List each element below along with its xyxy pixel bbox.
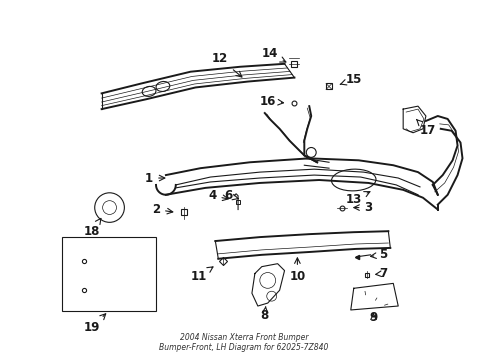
Text: 6: 6 (224, 189, 238, 202)
Text: 16: 16 (259, 95, 283, 108)
Text: 18: 18 (83, 219, 101, 238)
Text: 1: 1 (145, 171, 164, 185)
Text: 15: 15 (339, 73, 361, 86)
Text: 2: 2 (152, 203, 172, 216)
Text: 7: 7 (375, 267, 386, 280)
Text: 8: 8 (260, 306, 268, 322)
Text: 3: 3 (353, 201, 372, 214)
Text: 2004 Nissan Xterra Front Bumper
Bumper-Front, LH Diagram for 62025-7Z840: 2004 Nissan Xterra Front Bumper Bumper-F… (159, 333, 328, 352)
Text: 11: 11 (190, 267, 213, 283)
Text: 13: 13 (345, 192, 369, 206)
Text: 17: 17 (416, 120, 435, 137)
Text: 5: 5 (370, 248, 386, 261)
Text: 19: 19 (83, 314, 105, 334)
Text: 10: 10 (289, 258, 305, 283)
Text: 4: 4 (208, 189, 228, 202)
Text: 12: 12 (212, 53, 242, 77)
Text: 14: 14 (261, 48, 285, 62)
Bar (62, 237, 156, 311)
Text: 9: 9 (368, 311, 377, 324)
